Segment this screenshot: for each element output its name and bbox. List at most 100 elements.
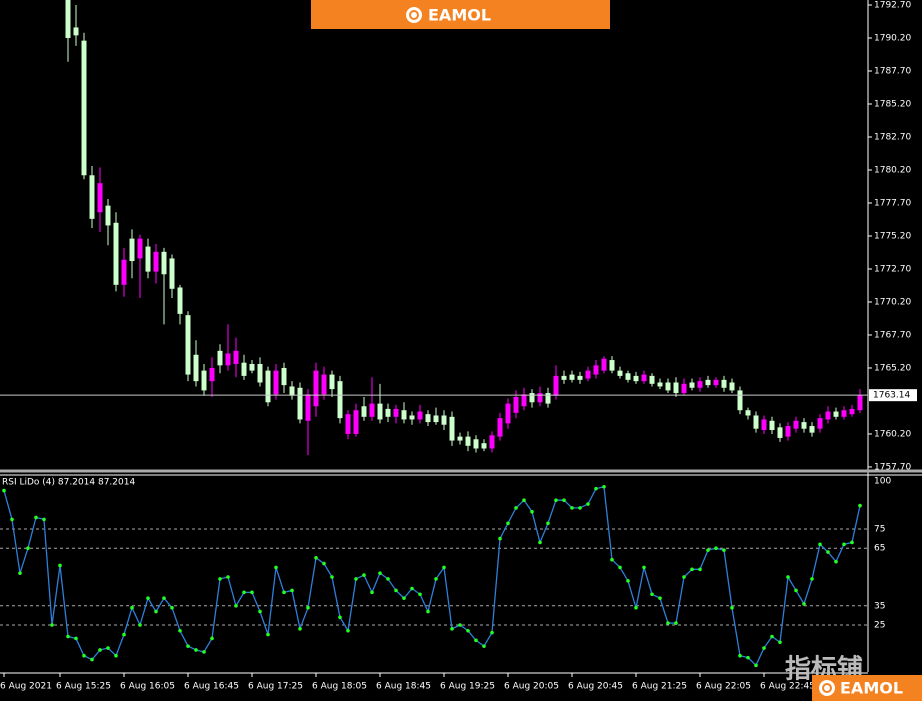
y-tick-label: 1777.70 [874,198,911,208]
rsi-point [306,605,310,610]
y-tick-label: 1775.20 [874,231,911,241]
candle-body [857,395,863,411]
rsi-point [474,638,478,643]
rsi-point [770,634,774,639]
rsi-point [266,632,270,637]
rsi-point [210,636,214,641]
x-tick-label: 6 Aug 15:25 [56,682,111,692]
rsi-point [586,502,590,506]
rsi-point [18,571,22,575]
price-pane [0,0,868,456]
candle-body [737,390,743,411]
rsi-point [506,521,510,526]
rsi-point [2,488,6,493]
rsi-pane [0,484,868,668]
rsi-point [122,632,126,637]
rsi-point [490,630,494,635]
rsi-point [690,567,694,572]
rsi-point [498,536,502,541]
candle-body [81,40,87,176]
rsi-point [26,546,30,550]
logo-text: EAMOL [428,6,491,25]
candle-body [841,410,847,417]
x-tick-label: 6 Aug 18:45 [376,682,431,692]
rsi-point [666,621,670,625]
candle-body [713,379,719,386]
candle-body [65,0,71,39]
rsi-point [346,628,350,633]
candle-body [457,436,463,441]
candle-body [225,353,231,366]
rsi-point [706,548,710,552]
rsi-point [226,575,230,579]
candle-body [577,375,583,380]
candle-body [369,403,375,417]
rsi-point [434,577,438,581]
rsi-point [330,575,334,579]
rsi-point [698,567,702,572]
candle-body [417,411,423,420]
x-tick-label: 6 Aug 16:05 [120,682,175,692]
rsi-point [658,596,662,600]
rsi-point [602,484,606,489]
candle-body [529,393,535,403]
candle-body [329,374,335,390]
logo-icon-inner [409,10,419,20]
candle-body [361,406,367,417]
candle-body [849,408,855,415]
rsi-point [154,609,158,614]
x-tick-label: 6 Aug 20:45 [568,682,623,692]
rsi-point [34,515,38,520]
rsi-point [466,628,470,633]
rsi-point [186,644,190,648]
rsi-point [290,588,294,593]
rsi-point [10,517,14,522]
logo-text: EAMOL [840,679,903,698]
candle-body [833,411,839,417]
x-tick-label: 6 Aug 17:25 [248,682,303,692]
candle-body [665,382,671,391]
candle-body [801,422,807,429]
rsi-point [626,579,630,583]
candle-body [721,379,727,388]
rsi-point [794,588,798,593]
candle-body [353,410,359,434]
candle-body [673,382,679,394]
rsi-point [426,609,430,614]
rsi-point [98,648,102,652]
candle-body [209,367,215,382]
rsi-point [234,604,238,608]
candle-body [289,386,295,396]
rsi-point [170,605,174,610]
rsi-point [530,509,534,514]
rsi-point [570,506,574,510]
rsi-point [730,605,734,610]
candle-body [777,427,783,438]
rsi-point [202,650,206,654]
candle-body [169,258,175,289]
rsi-point [850,540,854,545]
rsi-point [418,592,422,597]
candle-body [201,370,207,391]
candle-body [273,370,279,395]
candle-body [425,414,431,423]
y-tick-label: 1765.20 [874,363,911,373]
rsi-point [554,498,558,503]
candle-body [153,251,159,272]
y-tick-label: 1790.20 [874,34,911,44]
candle-body [241,362,247,376]
y-tick-label: 1772.70 [874,264,911,274]
candle-body [265,370,271,403]
rsi-point [218,577,222,581]
logo-bottom: EAMOL [812,675,922,701]
candle-body [601,358,607,371]
candle-body [761,419,767,431]
rsi-point [338,615,342,620]
rsi-point [362,573,366,577]
candle-body [305,394,311,421]
rsi-point [802,602,806,606]
candle-body [793,420,799,429]
candle-body [433,415,439,423]
rsi-point [242,590,246,595]
